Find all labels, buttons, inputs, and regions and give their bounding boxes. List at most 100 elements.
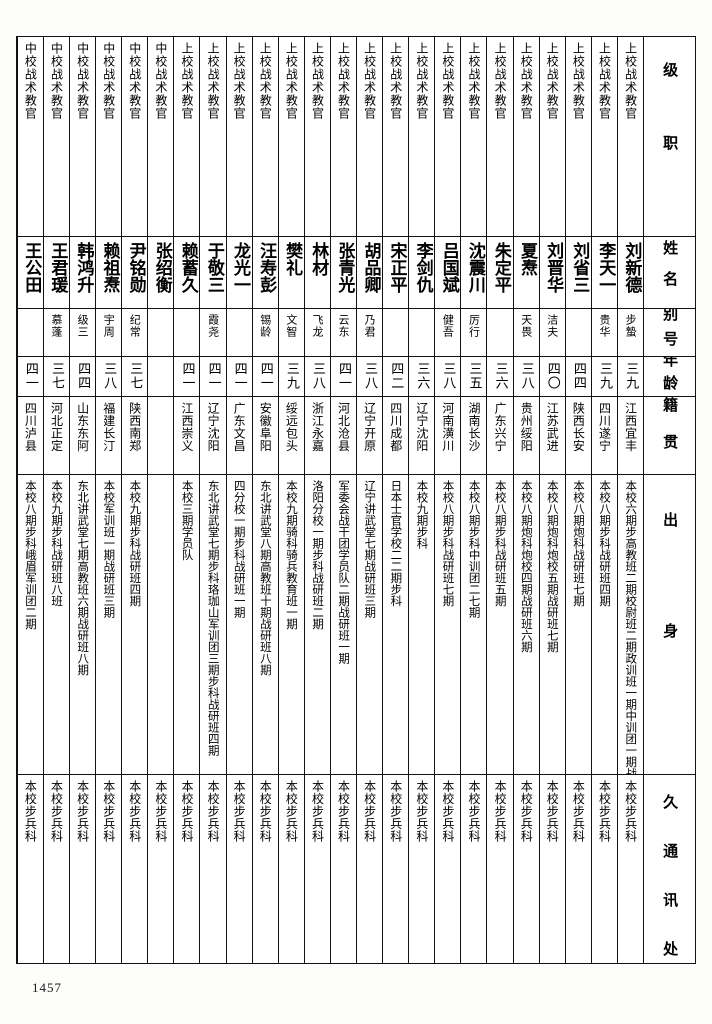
person-column[interactable]: 上校战术教官 胡品卿 乃君 三八 辽宁开原 辽宁讲武堂七期战研班三期 本校步兵科 [355, 37, 383, 963]
cell-name: 尹铭勋 [122, 237, 148, 309]
person-column[interactable]: 上校战术教官 汪寿彭 锡龄 四一 安徽阜阳 东北讲武堂八期高教班十期战研班八期 本校步兵科 [251, 37, 278, 963]
cell-age: 四〇 [539, 357, 565, 397]
cell-edu: 辽宁讲武堂七期战研班三期 [356, 475, 383, 775]
cell-age-text: 三七 [127, 362, 143, 390]
cell-rank: 中校战术教官 [122, 37, 148, 237]
row-header-label: 级职 [661, 62, 680, 208]
cell-age-text: 三八 [440, 362, 456, 390]
person-column[interactable]: 上校战术教官 刘晋华 洁夫 四〇 江苏武进 本校八期炮科炮校五期战研班七期 本校步兵科 [538, 37, 565, 963]
cell-name: 赖蓄久 [174, 237, 200, 309]
person-column[interactable]: 上校战术教官 刘新德 步蟄 三九 江西宜丰 本校六期步高教班二期校尉班二期政训班一期中训团… [616, 37, 643, 963]
cell-name-text: 林材 [308, 242, 329, 276]
person-column[interactable]: 上校战术教官 于敬三 霞尧 四一 辽宁沈阳 东北讲武堂七期步科珞珈山军训团三期步科战研班四… [199, 37, 226, 963]
person-column[interactable]: 上校战术教官 赖蓄久 四一 江西崇义 本校三期学员队 本校步兵科 [173, 37, 200, 963]
cell-age [148, 357, 174, 397]
cell-origin: 河北正定 [43, 397, 69, 475]
cell-edu: 本校九期骑科骑兵教育班一期 [278, 475, 304, 775]
roster-grid: 级职 姓名 别号 年龄 籍贯 出身 永久通讯处 上校战术教官 刘新德 步蟄 三九 江西宜丰 本校六期步高… [17, 37, 695, 963]
cell-rank-text: 上校战术教官 [284, 42, 299, 120]
cell-rank-text: 中校战术教官 [153, 42, 168, 120]
cell-name-text: 李天一 [595, 242, 616, 293]
cell-age-text: 四一 [179, 362, 195, 390]
cell-addr-text: 本校步兵科 [75, 780, 90, 843]
person-column[interactable]: 上校战术教官 樊礼 文智 三九 绥远包头 本校九期骑科骑兵教育班一期 本校步兵科 [277, 37, 304, 963]
cell-edu: 本校八期步科峨眉军训团二期 [17, 475, 43, 775]
cell-alias: 乃君 [356, 309, 383, 357]
cell-origin: 河北沧县 [330, 397, 356, 475]
cell-origin: 四川泸县 [17, 397, 43, 475]
cell-edu-text: 本校三期学员队 [180, 480, 195, 561]
person-column[interactable]: 上校战术教官 宋正平 四二 四川成都 日本士官学校二二期步科 本校步兵科 [382, 37, 409, 963]
person-column[interactable]: 上校战术教官 龙光一 四一 广东文昌 四分校一期步科战研班一期 本校步兵科 [225, 37, 252, 963]
cell-origin: 陕西南郑 [122, 397, 148, 475]
cell-edu-text: 本校八期步科战研班七期 [441, 480, 456, 607]
cell-name-text: 沈震川 [464, 242, 485, 293]
cell-name-text: 吕国斌 [438, 242, 459, 293]
cell-name-text: 宋正平 [386, 242, 407, 293]
cell-rank: 上校战术教官 [278, 37, 304, 237]
cell-edu: 本校八期炮科炮校五期战研班七期 [539, 475, 565, 775]
cell-age-text: 四一 [231, 362, 247, 390]
person-column[interactable]: 上校战术教官 李剑仇 三六 辽宁沈阳 本校九期步科 本校步兵科 [408, 37, 435, 963]
person-column[interactable]: 上校战术教官 林材 飞龙 三八 浙江永嘉 洛阳分校一期步科战研班二期 本校步兵科 [303, 37, 330, 963]
row-header-origin: 籍贯 [644, 397, 695, 475]
row-header-addr: 永久通讯处 [644, 775, 695, 963]
cell-rank: 上校战术教官 [461, 37, 487, 237]
cell-age-text: 四四 [75, 362, 91, 390]
person-column[interactable]: 上校战术教官 张青光 云东 四一 河北沧县 军委会战干团学员队二期战研班一期 本校步兵科 [329, 37, 356, 963]
cell-rank: 上校战术教官 [383, 37, 409, 237]
cell-alias: 级三 [69, 309, 96, 357]
cell-rank: 上校战术教官 [174, 37, 200, 237]
cell-addr: 本校步兵科 [331, 775, 356, 963]
cell-alias: 锡龄 [252, 309, 278, 357]
cell-rank: 上校战术教官 [617, 37, 643, 237]
cell-name-text: 王君瑗 [47, 242, 68, 293]
person-column[interactable]: 中校战术教官 尹铭勋 纪常 三七 陕西南郑 本校九期步科战研班四期 本校步兵科 [121, 37, 148, 963]
cell-origin-text: 四川成都 [388, 402, 403, 452]
cell-alias: 霞尧 [200, 309, 226, 357]
person-column[interactable]: 中校战术教官 韩鸿升 级三 四四 山东东阿 东北讲武堂七期高教班六期战研班八期 本校步兵科 [68, 37, 96, 963]
cell-edu: 本校八期炮科战研班七期 [565, 475, 591, 775]
cell-name: 李天一 [591, 237, 617, 309]
person-column[interactable]: 中校战术教官 张绍衡 本校步兵科 [147, 37, 174, 963]
cell-name-text: 刘新德 [621, 242, 642, 293]
person-column[interactable]: 上校战术教官 吕国斌 健吾 三八 河南潢川 本校八期步科战研班七期 本校步兵科 [434, 37, 461, 963]
cell-origin-text: 陕西长安 [571, 402, 586, 452]
cell-edu-text: 本校军训班一期战研班三期 [102, 480, 117, 618]
person-column[interactable]: 上校战术教官 朱定平 三六 广东兴宁 本校八期步科战研班五期 本校步兵科 [486, 37, 513, 963]
cell-age-text: 三六 [414, 362, 430, 390]
cell-edu-text: 本校八期步科中训团二七期 [467, 480, 482, 618]
cell-origin-text: 河南潢川 [440, 402, 455, 452]
cell-rank-text: 上校战术教官 [232, 42, 247, 120]
cell-origin: 绥远包头 [278, 397, 304, 475]
cell-alias-text: 健吾 [441, 314, 455, 338]
cell-alias [17, 309, 43, 357]
person-column[interactable]: 中校战术教官 王公田 四一 四川泸县 本校八期步科峨眉军训团二期 本校步兵科 [17, 37, 43, 963]
cell-edu: 本校九期步科战研班四期 [122, 475, 148, 775]
person-column[interactable]: 上校战术教官 夏焘 天畏 三八 贵州绥阳 本校八期炮科炮校四期战研班六期 本校步兵科 [512, 37, 539, 963]
person-column[interactable]: 上校战术教官 刘省三 四四 陕西长安 本校八期炮科战研班七期 本校步兵科 [564, 37, 591, 963]
cell-age-text: 三九 [283, 362, 299, 390]
cell-alias-text: 文智 [284, 314, 298, 338]
cell-addr-text: 本校步兵科 [258, 780, 273, 843]
cell-edu: 本校三期学员队 [174, 475, 200, 775]
page-number: 1457 [32, 980, 62, 995]
cell-rank: 上校战术教官 [565, 37, 591, 237]
cell-rank-text: 中校战术教官 [101, 42, 116, 120]
cell-age: 三八 [435, 357, 461, 397]
cell-alias-text: 纪常 [128, 314, 142, 338]
cell-edu: 东北讲武堂七期高教班六期战研班八期 [69, 475, 96, 775]
person-column[interactable]: 上校战术教官 沈震川 厉行 三五 湖南长沙 本校八期步科中训团二七期 本校步兵科 [460, 37, 487, 963]
cell-rank: 上校战术教官 [226, 37, 252, 237]
cell-age-text: 三五 [466, 362, 482, 390]
cell-edu-text: 日本士官学校二二期步科 [389, 480, 404, 607]
cell-age-text: 三八 [362, 362, 378, 390]
cell-alias-text: 步蟄 [624, 314, 638, 338]
person-column[interactable]: 中校战术教官 王君瑗 慕蓬 三七 河北正定 本校九期步科战研班八班 本校步兵科 [42, 37, 69, 963]
cell-addr: 本校步兵科 [18, 775, 43, 963]
cell-age-text: 三九 [623, 362, 639, 390]
person-column[interactable]: 上校战术教官 李天一 贵华 三九 四川遂宁 本校八期步科战研班四期 本校步兵科 [590, 37, 617, 963]
roster-table: 级职 姓名 别号 年龄 籍贯 出身 永久通讯处 上校战术教官 刘新德 步蟄 三九 江西宜丰 本校六期步高… [16, 36, 696, 964]
person-column[interactable]: 中校战术教官 赖祖焘 宇周 三八 福建长汀 本校军训班一期战研班三期 本校步兵科 [95, 37, 122, 963]
